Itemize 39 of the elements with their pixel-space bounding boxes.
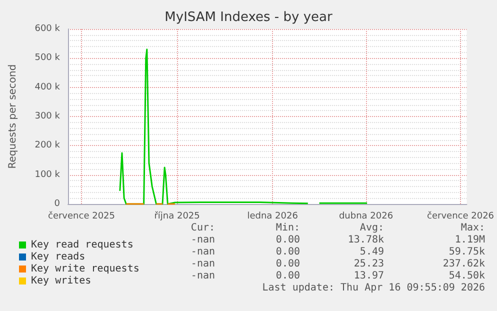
text: 237.62k [442,258,486,270]
text: Last update: Thu Apr 16 09:55:09 2026 [262,282,486,294]
text: Cur: [190,222,216,234]
text: 59.75k [448,246,485,258]
text: Max: [460,222,486,234]
x-tick-label: října 2025 [154,210,200,222]
text: 0.00 [276,270,300,282]
legend-label: Key writes [31,276,92,286]
y-tick-label: 0 [54,199,60,209]
text: -nan [190,234,216,246]
text: 25.23 [354,258,384,270]
legend-label: Key read requests [31,240,134,250]
y-tick-label: 400 k [34,82,61,92]
text: 1.19M [454,234,486,246]
text: 0.00 [276,258,300,270]
legend-label: Key write requests [31,264,140,274]
text: 13.78k [348,234,384,246]
y-tick-label: 300 k [34,112,61,122]
text: -nan [190,258,216,270]
chart-title: MyISAM Indexes - by year [164,10,333,25]
x-tick-label: ledna 2026 [247,212,298,222]
y-axis-title: Requests per second [8,64,18,169]
text: 13.97 [354,270,384,282]
text: -nan [190,270,216,282]
y-tick-label: 600 k [34,24,61,34]
text: 5.49 [360,246,384,258]
y-tick-label: 500 k [34,53,61,64]
x-tick-label: dubna 2026 [338,212,394,222]
text: 0.00 [276,234,300,246]
y-tick-label: 100 k [34,170,61,180]
text: Avg: [360,222,384,234]
x-tick-label: července 2026 [427,210,494,222]
text: Min: [276,222,300,234]
text: 54.50k [448,270,485,282]
x-tick-label: července 2025 [48,210,116,222]
text: -nan [190,246,216,258]
y-tick-label: 200 k [34,140,61,151]
legend-label: Key reads [31,252,86,262]
text: 0.00 [276,246,300,258]
